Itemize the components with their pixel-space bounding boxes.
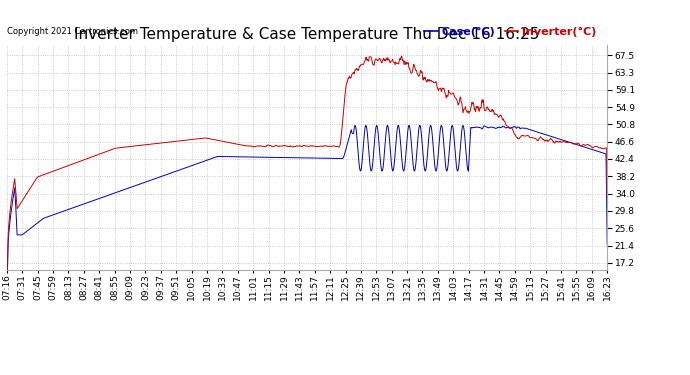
Title: Inverter Temperature & Case Temperature Thu Dec 16 16:25: Inverter Temperature & Case Temperature … <box>75 27 540 42</box>
Text: Copyright 2021 Cartronics.com: Copyright 2021 Cartronics.com <box>7 27 138 36</box>
Legend: Case(°C), Inverter(°C): Case(°C), Inverter(°C) <box>420 22 601 42</box>
